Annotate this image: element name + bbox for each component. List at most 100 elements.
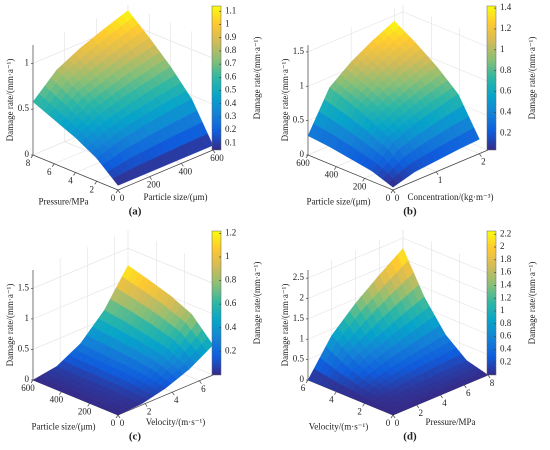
z-axis-label: Damage rate/(mm·a⁻¹): [280, 59, 290, 142]
grid-line: [402, 258, 489, 294]
y-tick-label: 400: [325, 170, 339, 180]
colorbar-tick-label: 1.6: [500, 267, 512, 277]
tick-mark: [73, 172, 76, 176]
grid-line: [127, 248, 214, 284]
z-tick-label: 0.5: [18, 344, 30, 354]
tick-mark: [115, 414, 119, 419]
y-tick-label: 2: [90, 184, 95, 194]
axis-line: [307, 154, 394, 191]
tick-mark: [115, 189, 119, 194]
z-tick-label: 1.5: [18, 282, 30, 292]
y-tick-label: 600: [21, 383, 35, 393]
tick-mark: [362, 178, 365, 182]
x-axis-label: Particle size/(μm): [143, 192, 207, 202]
tick-mark: [171, 391, 175, 396]
axis-line: [117, 149, 214, 191]
colorbar-tick-label: 0.4: [500, 106, 512, 116]
x-tick-label: 200: [147, 180, 161, 190]
colorbar-tick-label: 1.4: [500, 279, 512, 289]
colorbar-label: Damage rate/(mm·a⁻¹): [527, 262, 537, 345]
x-tick-label: 2: [419, 408, 424, 418]
x-tick-label: 2: [147, 407, 152, 417]
surface-patch: [387, 178, 399, 188]
colorbar-tick-label: 0.9: [225, 32, 237, 42]
z-tick-label: 2.5: [293, 272, 305, 282]
tick-mark: [87, 403, 90, 407]
tick-mark: [362, 403, 365, 407]
colorbar-tick-label: 2.2: [500, 228, 511, 238]
x-tick-label: 600: [210, 153, 224, 163]
colorbar-label: Damage rate/(mm·a⁻¹): [527, 37, 537, 120]
colorbar-tick-label: 0.8: [500, 318, 512, 328]
grid-line: [307, 237, 404, 279]
colorbar: [211, 5, 222, 151]
colorbar-tick-label: 1: [500, 44, 505, 54]
tick-mark: [59, 391, 62, 395]
x-tick-label: 0: [395, 193, 400, 203]
tick-mark: [435, 171, 439, 176]
colorbar-tick-label: 2: [500, 241, 505, 251]
axis-line: [117, 374, 214, 416]
colorbar-tick-label: 0.6: [225, 298, 237, 308]
colorbar: [486, 5, 497, 151]
colorbar-tick-label: 0.6: [225, 71, 237, 81]
colorbar-tick-label: 1: [500, 305, 505, 315]
colorbar-tick-label: 0.4: [225, 98, 237, 108]
x-tick-label: 1: [438, 175, 443, 185]
x-tick-label: 0: [120, 193, 125, 203]
y-tick-label: 8: [26, 158, 31, 168]
colorbar-tick-label: 0.5: [225, 85, 237, 95]
y-tick-label: 0: [386, 418, 391, 428]
panel-label: (c): [129, 431, 142, 443]
x-tick-label: 6: [466, 388, 471, 398]
colorbar-tick-label: 0.4: [500, 343, 512, 353]
y-tick-label: 6: [47, 167, 52, 177]
colorbar-label: Damage rate/(mm·a⁻¹): [252, 37, 262, 120]
colorbar-tick-label: 1.8: [500, 254, 512, 264]
colorbar-tick-label: 0.8: [225, 45, 237, 55]
tick-mark: [390, 189, 394, 194]
x-axis-label: Velocity/(m·s⁻¹): [146, 417, 205, 427]
tick-mark: [334, 166, 337, 170]
z-tick-label: 0: [300, 149, 305, 159]
tick-mark: [305, 379, 309, 384]
y-axis-label: Pressure/MPa: [39, 197, 89, 207]
y-tick-label: 6: [301, 383, 306, 393]
colorbar-tick-label: 1.2: [225, 227, 236, 237]
colorbar-tick-label: 0.6: [500, 331, 512, 341]
y-tick-label: 0: [386, 193, 391, 203]
y-tick-label: 200: [353, 181, 367, 191]
x-tick-label: 6: [201, 384, 206, 394]
y-tick-label: 4: [329, 395, 334, 405]
panel-label: (d): [403, 431, 417, 443]
surface-patch: [112, 409, 125, 416]
z-tick-label: 0.5: [293, 354, 305, 364]
colorbar-tick-label: 0.2: [225, 124, 236, 134]
tick-mark: [30, 379, 34, 384]
panel: 012020040060000.511.5Concentration/(kg·m…: [280, 2, 537, 217]
z-axis-label: Damage rate/(mm·a⁻¹): [5, 59, 15, 142]
x-tick-label: 0: [395, 418, 400, 428]
z-tick-label: 1.5: [293, 313, 305, 323]
colorbar-tick-label: 0.8: [225, 275, 237, 285]
z-tick-label: 0.5: [18, 103, 30, 113]
y-axis-label: Particle size/(μm): [31, 422, 95, 432]
x-axis-label: Pressure/MPa: [426, 417, 476, 427]
z-axis-label: Damage rate/(mm·a⁻¹): [280, 284, 290, 367]
z-tick-label: 1: [25, 313, 30, 323]
panel-label: (b): [403, 206, 417, 218]
grid-line: [402, 11, 489, 48]
x-tick-label: 4: [442, 398, 447, 408]
colorbar: [486, 230, 497, 376]
y-axis-label: Velocity/(m·s⁻¹): [309, 422, 368, 432]
x-tick-label: 4: [174, 395, 179, 405]
tick-mark: [94, 181, 98, 185]
colorbar-tick-label: 1.2: [500, 292, 511, 302]
x-tick-label: 0: [120, 418, 125, 428]
tick-mark: [392, 189, 396, 194]
colorbar-tick-label: 1: [225, 19, 230, 29]
colorbar-tick-label: 0.3: [225, 111, 237, 121]
colorbar: [211, 230, 222, 376]
tick-mark: [30, 154, 34, 159]
